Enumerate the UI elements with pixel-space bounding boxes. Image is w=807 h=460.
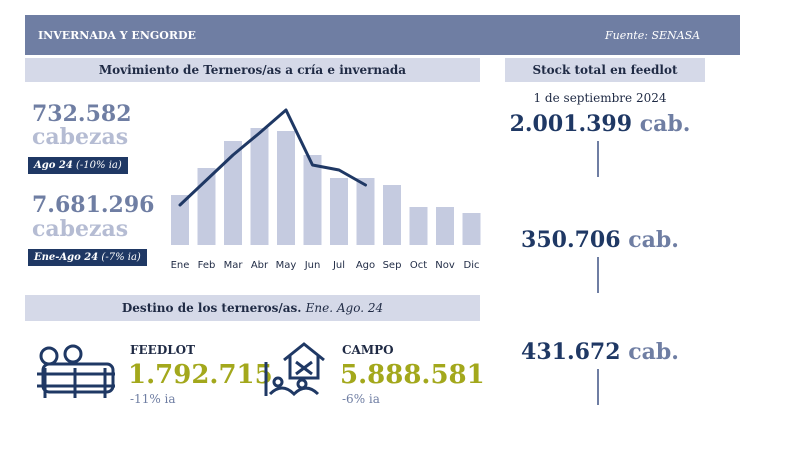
- divider: [597, 141, 599, 177]
- x-tick-label: Dic: [464, 260, 480, 271]
- panel-value: 431.672 cab.: [495, 339, 705, 365]
- chart: Ene Feb Mar Abr May Jun Jul Ago Sep Oct Nov Dic: [171, 108, 481, 271]
- header-source: Fuente: SENASA: [605, 29, 701, 42]
- stat-tag: Ene-Ago 24 (-7% ia): [28, 249, 147, 266]
- panel-unit: cab.: [628, 339, 679, 365]
- divider: [597, 257, 599, 293]
- x-tick-label: Jun: [304, 260, 321, 271]
- bar: [330, 178, 348, 245]
- x-tick-label: Oct: [410, 260, 427, 271]
- stock-date: 1 de septiembre 2024: [533, 91, 667, 105]
- stat-unit: cabezas: [32, 124, 129, 150]
- destino-label: FEEDLOT: [130, 343, 196, 357]
- x-tick-label: Ago: [356, 260, 375, 271]
- destino-period: Ene. Ago. 24: [305, 301, 384, 315]
- x-tick-label: Nov: [435, 260, 455, 271]
- stat-change: (-7% ia): [101, 252, 141, 263]
- bar: [303, 155, 322, 245]
- stat-tag: Ago 24 (-10% ia): [28, 157, 128, 174]
- campo-icon: [264, 342, 325, 397]
- panel-value: 2.001.399 cab.: [495, 111, 705, 137]
- x-tick-label: Mar: [224, 260, 244, 271]
- bar: [383, 185, 401, 245]
- stat-label: Ene-Ago 24: [34, 252, 99, 263]
- bar: [250, 128, 269, 245]
- divider: [597, 369, 599, 405]
- destino-change: -11% ia: [130, 392, 176, 406]
- destino-title: Destino de los terneros/as.: [121, 301, 302, 315]
- header-band: [25, 15, 740, 55]
- destino-change: -6% ia: [342, 392, 380, 406]
- section-title: Stock total en feedlot: [505, 58, 705, 82]
- stat-change: (-10% ia): [76, 160, 122, 171]
- bar: [462, 213, 481, 245]
- panel-number: 2.001.399: [509, 111, 633, 137]
- x-tick-label: Ene: [171, 260, 190, 271]
- x-tick-label: May: [276, 260, 297, 271]
- bar: [356, 178, 375, 245]
- destino-label: CAMPO: [342, 343, 394, 357]
- bar: [277, 131, 295, 245]
- stat-value: 7.681.296: [32, 192, 155, 218]
- destino-value: 5.888.581: [340, 360, 485, 390]
- x-tick-label: Jul: [332, 260, 345, 271]
- destino-value: 1.792.715: [128, 360, 273, 390]
- bar: [409, 207, 428, 245]
- feedlot-icon: [37, 344, 115, 398]
- bar: [224, 141, 242, 245]
- panel-number: 350.706: [521, 227, 621, 253]
- bar: [171, 195, 189, 245]
- x-tick-label: Sep: [383, 260, 402, 271]
- bar: [436, 207, 454, 245]
- section-title: Destino de los terneros/as. Ene. Ago. 24: [25, 295, 480, 321]
- stat-label: Ago 24: [34, 160, 73, 171]
- stat-unit: cabezas: [32, 216, 129, 242]
- panel-value: 350.706 cab.: [495, 227, 705, 253]
- stat-value: 732.582: [32, 101, 132, 127]
- panel-unit: cab.: [628, 227, 679, 253]
- bar: [197, 168, 216, 245]
- header-title: INVERNADA Y ENGORDE: [38, 29, 196, 42]
- panel-unit: cab.: [639, 111, 691, 137]
- x-tick-label: Feb: [198, 260, 216, 271]
- section-title: Movimiento de Terneros/as a cría e inver…: [25, 58, 480, 82]
- x-tick-label: Abr: [251, 260, 269, 271]
- line: [178, 108, 367, 207]
- panel-number: 431.672: [521, 339, 621, 365]
